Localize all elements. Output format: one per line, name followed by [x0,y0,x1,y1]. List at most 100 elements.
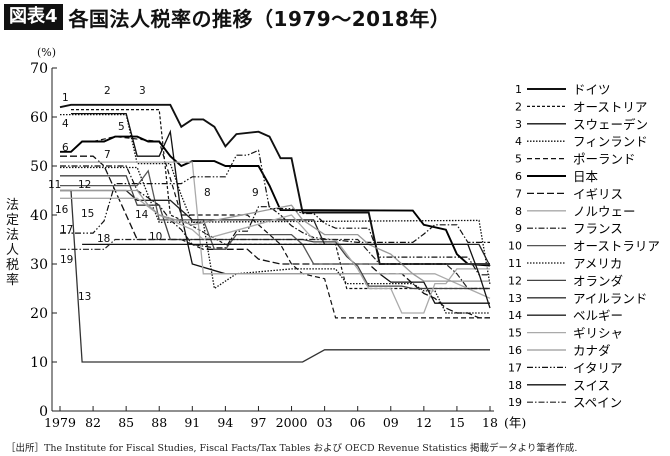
figure-title: 図表4 各国法人税率の推移（1979〜2018年） [4,3,450,31]
legend-label: オランダ [573,273,623,288]
title-text: 各国法人税率の推移（1979〜2018年） [68,6,451,31]
series-line-12 [60,175,490,290]
legend-number: 11 [508,257,522,270]
legend-number: 10 [508,240,522,253]
legend-label: スイス [573,378,610,393]
source-note: ［出所］The Institute for Fiscal Studies, Fi… [6,443,578,454]
x-tick-label: 85 [118,415,134,430]
series-line-4 [60,113,490,314]
x-tick-label: 1979 [44,415,76,430]
series-label-17: 17 [60,224,73,236]
series-label-5: 5 [118,121,125,133]
series-label-14: 14 [135,209,149,221]
y-tick-label: 0 [39,404,48,420]
x-unit: (年) [504,415,526,430]
legend-number: 6 [515,170,522,183]
series-line-16 [60,189,490,282]
series-line-15 [60,197,490,314]
legend-number: 14 [508,309,522,322]
legend-label: ベルギー [573,308,623,323]
x-tick-label: 03 [317,415,333,430]
x-tick-label: 2000 [276,415,308,430]
series-line-2 [71,108,490,290]
legend-label: スウェーデン [573,117,648,132]
y-tick-label: 70 [30,61,48,77]
x-tick-label: 18 [482,415,498,430]
legend-label: アイルランド [573,291,647,306]
legend-label: アメリカ [573,256,622,271]
y-axis-label: 法定法人税率 [6,198,20,288]
series-line-13 [60,189,490,363]
legend-label: ギリシャ [573,326,623,341]
x-tick-label: 12 [416,415,432,430]
series-label-10: 10 [149,231,162,243]
legend-label: ノルウェー [573,204,636,219]
legend-number: 16 [508,344,522,357]
x-tick-label: 15 [449,415,465,430]
legend-label: ポーランド [573,152,636,167]
series-label-8: 8 [204,187,211,199]
legend-number: 9 [515,222,522,235]
series-line-10 [60,169,490,265]
x-tick-label: 82 [85,415,101,430]
y-tick-label: 10 [30,355,48,371]
series-label-4: 4 [62,118,69,130]
series-label-19: 19 [60,254,73,266]
y-tick-label: 50 [30,159,48,175]
series-label-18: 18 [97,233,110,245]
series-line-8 [60,161,491,299]
legend-number: 2 [515,100,522,113]
legend-label: カナダ [573,343,611,358]
y-tick-label: 20 [30,306,48,322]
series-label-2: 2 [104,85,111,97]
legend-label: ドイツ [573,82,611,97]
legend-number: 17 [508,361,522,374]
series-label-13: 13 [78,291,91,303]
legend-number: 7 [515,187,522,200]
series-line-19 [60,238,490,290]
series-label-15: 15 [81,208,94,220]
legend-label: オーストラリア [573,239,660,254]
x-tick-label: 09 [383,415,399,430]
series-line-3 [71,112,490,304]
series-label-6: 6 [62,142,69,154]
legend-number: 15 [508,327,522,340]
x-tick-label: 06 [350,415,366,430]
series-line-7 [60,155,490,319]
series-line-11 [60,166,491,285]
legend-number: 4 [515,135,522,148]
series-label-12: 12 [78,179,91,191]
series-line-6 [60,135,491,267]
series-label-3: 3 [139,85,146,97]
series-line-1 [59,103,490,265]
series-line-17 [60,149,490,276]
y-tick-label: 30 [30,257,48,273]
legend-label: フィンランド [573,134,648,149]
series-label-7: 7 [104,149,111,161]
legend-number: 5 [515,153,522,166]
legend-label: 日本 [573,169,599,184]
series-line-9 [60,165,490,249]
legend-label: スペイン [573,395,622,410]
legend-label: イギリス [573,186,623,201]
x-tick-label: 97 [251,415,267,430]
legend-label: イタリア [573,360,623,375]
y-tick-label: 40 [30,208,48,224]
legend-label: オーストリア [573,99,647,114]
series-label-1: 1 [62,92,69,104]
y-tick-label: 60 [30,110,48,126]
legend-number: 12 [508,274,522,287]
legend-number: 3 [515,118,522,131]
x-tick-label: 88 [151,415,167,430]
legend-label: フランス [573,221,623,236]
x-tick-label: 91 [184,415,200,430]
series-label-9: 9 [252,187,259,199]
legend-number: 18 [508,379,522,392]
legend-number: 8 [515,205,522,218]
x-tick-label: 94 [217,415,233,430]
series-line-18 [82,243,491,309]
legend-number: 1 [515,83,522,96]
series-label-16: 16 [55,204,69,216]
legend-number: 13 [508,292,522,305]
